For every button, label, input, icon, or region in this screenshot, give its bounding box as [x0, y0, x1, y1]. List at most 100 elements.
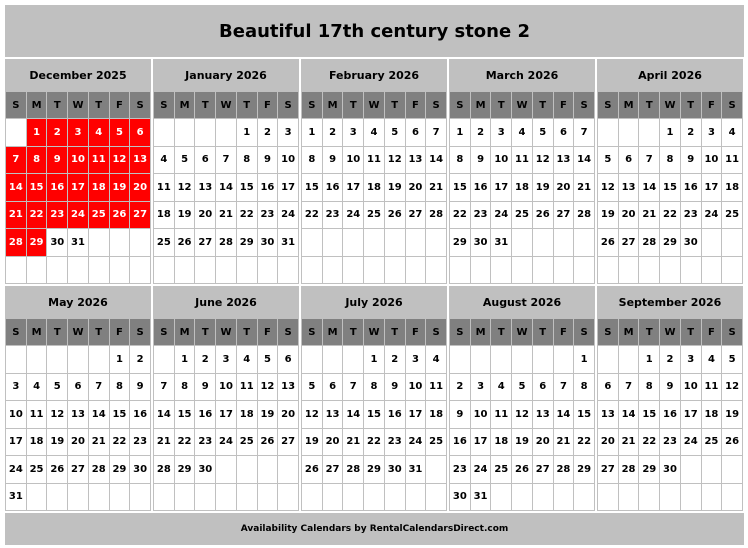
day-cell: 20: [405, 174, 426, 201]
empty-day-cell: [130, 483, 150, 510]
empty-day-cell: [701, 256, 722, 283]
day-cell: 30: [660, 456, 680, 483]
weekday-header: T: [491, 319, 512, 345]
day-cell: 24: [343, 201, 364, 228]
day-cell: 28: [88, 456, 109, 483]
day-cell: 3: [343, 119, 364, 146]
empty-day-cell: [405, 229, 426, 256]
empty-day-cell: [553, 346, 574, 373]
day-cell: 28: [426, 201, 446, 228]
day-cell: 27: [532, 456, 553, 483]
weekday-header: T: [236, 319, 257, 345]
day-cell: 28: [154, 456, 174, 483]
empty-day-cell: [343, 229, 364, 256]
day-cell: 22: [236, 201, 257, 228]
day-cell: 19: [257, 401, 278, 428]
empty-day-cell: [701, 483, 722, 510]
empty-day-cell: [598, 256, 618, 283]
empty-day-cell: [88, 483, 109, 510]
day-cell: 13: [195, 174, 216, 201]
day-cell-booked: 9: [47, 146, 68, 173]
empty-day-cell: [26, 346, 47, 373]
weekday-header: F: [405, 319, 426, 345]
day-cell: 28: [618, 456, 639, 483]
day-cell-booked: 13: [130, 146, 150, 173]
day-cell: 6: [618, 146, 639, 173]
day-cell: 16: [195, 401, 216, 428]
day-cell: 28: [574, 201, 594, 228]
empty-day-cell: [278, 456, 298, 483]
day-cell: 29: [236, 229, 257, 256]
day-cell: 27: [618, 229, 639, 256]
day-cell: 18: [154, 201, 174, 228]
empty-day-cell: [660, 483, 680, 510]
day-cell: 2: [322, 119, 343, 146]
day-cell-booked: 8: [26, 146, 47, 173]
month-grid: S M T W T F S 1 2 3 4 5 6 7 8 9 10 11 12 13 14 15 16 17 18 19 20 21…: [598, 91, 742, 283]
day-cell: 4: [491, 373, 512, 400]
day-cell: 30: [47, 229, 68, 256]
day-cell: 28: [343, 456, 364, 483]
day-cell: 15: [450, 174, 470, 201]
weekday-header: T: [236, 92, 257, 118]
day-cell: 5: [257, 346, 278, 373]
day-cell-booked: 2: [47, 119, 68, 146]
day-cell: 2: [195, 346, 216, 373]
month-title: January 2026: [154, 60, 298, 91]
day-cell: 14: [343, 401, 364, 428]
day-cell: 6: [195, 146, 216, 173]
day-cell: 9: [450, 401, 470, 428]
day-cell: 16: [470, 174, 491, 201]
weekday-header: T: [680, 319, 701, 345]
day-cell: 9: [322, 146, 343, 173]
day-cell: 8: [236, 146, 257, 173]
day-cell: 4: [512, 119, 532, 146]
empty-day-cell: [701, 229, 722, 256]
page-title: Beautiful 17th century stone 2: [5, 5, 744, 57]
empty-day-cell: [426, 256, 446, 283]
day-cell: 23: [450, 456, 470, 483]
day-cell: 27: [322, 456, 343, 483]
day-cell: 11: [26, 401, 47, 428]
day-cell: 6: [278, 346, 298, 373]
weekday-header: S: [154, 92, 174, 118]
day-cell: 19: [598, 201, 618, 228]
day-cell: 25: [364, 201, 384, 228]
weekday-header: T: [384, 92, 405, 118]
empty-day-cell: [88, 256, 109, 283]
month-grid: S M T W T F S 1 2 3 4 5 6 7 8 9 10 11 12 13 14 15 16 17 18 19 20 21…: [450, 318, 594, 510]
day-cell: 12: [722, 373, 742, 400]
day-cell: 16: [384, 401, 405, 428]
day-cell: 20: [532, 428, 553, 455]
weekday-header: W: [512, 319, 532, 345]
empty-day-cell: [722, 229, 742, 256]
day-cell: 31: [68, 229, 88, 256]
empty-day-cell: [618, 256, 639, 283]
empty-day-cell: [88, 346, 109, 373]
day-cell: 24: [216, 428, 236, 455]
day-cell: 24: [680, 428, 701, 455]
day-cell: 29: [364, 456, 384, 483]
weekday-header: T: [680, 92, 701, 118]
day-cell: 11: [491, 401, 512, 428]
day-cell: 5: [302, 373, 322, 400]
day-cell: 21: [154, 428, 174, 455]
month-calendar: December 2025 S M T W T F S 1 2 3 4 5 6 7 8 9 10 11 12 13 14 1…: [5, 59, 151, 284]
day-cell: 10: [278, 146, 298, 173]
day-cell: 3: [6, 373, 26, 400]
day-cell: 16: [322, 174, 343, 201]
empty-day-cell: [532, 346, 553, 373]
empty-day-cell: [598, 483, 618, 510]
day-cell: 6: [553, 119, 574, 146]
day-cell: 31: [278, 229, 298, 256]
empty-day-cell: [322, 346, 343, 373]
day-cell: 11: [364, 146, 384, 173]
empty-day-cell: [257, 456, 278, 483]
month-grid: S M T W T F S 1 2 3 4 5 6 7 8 9 10 11 12 13 14 15 16 17 18 19 20 21…: [6, 318, 150, 510]
day-cell: 20: [618, 201, 639, 228]
empty-day-cell: [680, 483, 701, 510]
day-cell: 8: [302, 146, 322, 173]
month-title: September 2026: [598, 287, 742, 318]
empty-day-cell: [384, 256, 405, 283]
day-cell-booked: 5: [109, 119, 130, 146]
